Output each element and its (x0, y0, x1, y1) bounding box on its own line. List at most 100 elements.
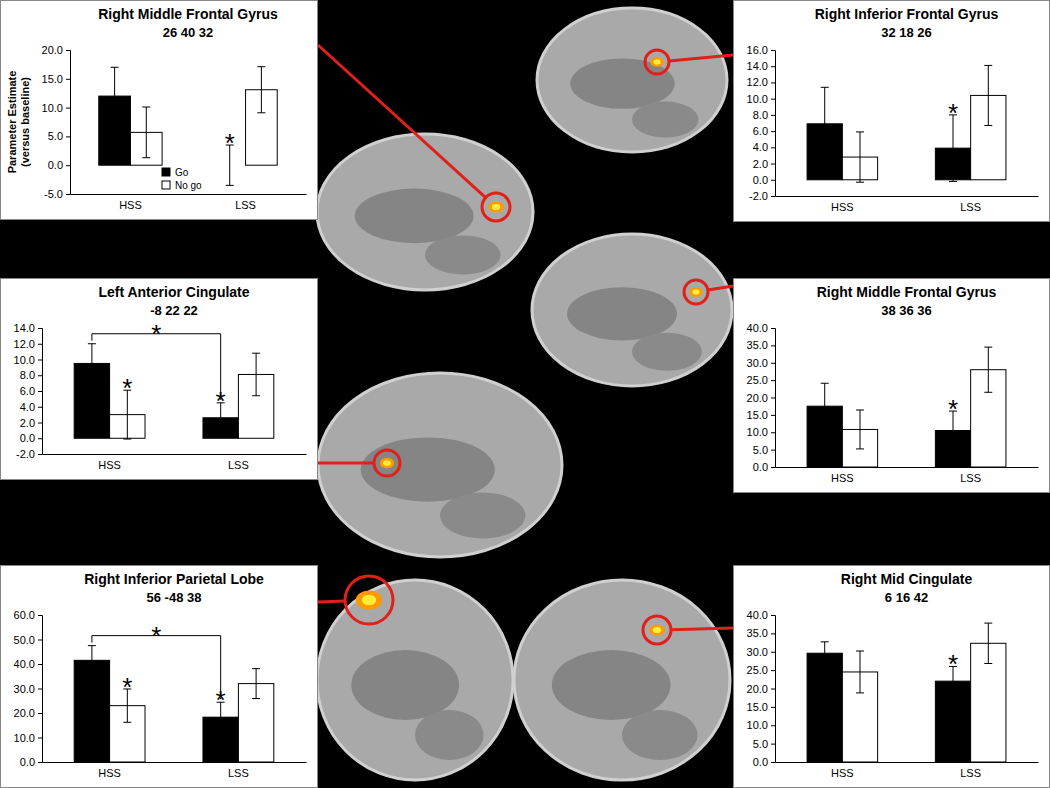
error-bar (984, 623, 992, 663)
y-axis: 0.010.020.030.040.050.060.0 (14, 609, 43, 768)
significance-marker: * (948, 394, 958, 424)
y-tick: 10.0 (747, 426, 775, 438)
error-bar-cap (949, 695, 957, 696)
activation-core (362, 595, 376, 606)
y-tick-label: 8.0 (753, 109, 768, 121)
activation-blob (356, 590, 382, 609)
y-tick-label: 30.0 (747, 357, 768, 369)
error-bar-stem (859, 410, 860, 449)
x-tick: HSS (831, 467, 854, 484)
y-tick-label: 40.0 (14, 658, 35, 670)
error-bar (88, 646, 96, 675)
y-tick-mark (771, 762, 775, 763)
x-tick: LSS (228, 454, 249, 471)
y-tick: 25.0 (747, 374, 775, 386)
error-bar-stem (988, 347, 989, 392)
y-axis-line (771, 616, 776, 763)
significance-marker: * (948, 98, 958, 128)
brain-slice (318, 373, 562, 557)
chart-subtitle: 56 -48 38 (147, 590, 202, 605)
x-tick: LSS (235, 194, 256, 211)
y-tick-mark (38, 438, 42, 439)
y-tick-mark (38, 664, 42, 665)
chart-panel: Right Middle Frontal Gyrus26 40 32-5.00.… (1, 1, 318, 220)
y-tick-mark (771, 345, 775, 346)
marks (807, 347, 1006, 467)
error-bar-cap (257, 66, 265, 67)
error-bar-cap (123, 722, 131, 723)
y-tick: 15.0 (747, 409, 775, 421)
y-tick-label: 2.0 (20, 417, 35, 429)
y-tick-mark (771, 467, 775, 468)
y-tick-label: 40.0 (747, 322, 768, 334)
y-tick: 10.0 (14, 354, 42, 366)
marks (807, 65, 1006, 182)
error-bar-cap (111, 124, 119, 125)
y-tick-label: 10.0 (14, 354, 35, 366)
x-tick-label: LSS (228, 767, 249, 779)
bar (74, 660, 109, 762)
y-tick: 10.0 (42, 102, 70, 114)
x-tick: HSS (119, 194, 142, 211)
y-tick: -2.0 (749, 190, 775, 202)
error-bar-stem (256, 669, 257, 699)
error-bar-cap (821, 383, 829, 384)
chart-panel: Right Inferior Frontal Gyrus32 18 26-2.0… (734, 1, 1050, 222)
y-tick: 25.0 (747, 664, 775, 676)
y-tick-mark (771, 99, 775, 100)
x-tick-label: HSS (98, 459, 121, 471)
marks (99, 67, 277, 186)
x-tick-label: LSS (960, 201, 981, 213)
activation-blob (689, 287, 702, 297)
error-bar-cap (856, 410, 864, 411)
connector-line (669, 55, 733, 61)
error-bar (856, 410, 864, 449)
y-tick-label: 60.0 (14, 609, 35, 621)
error-bar (821, 87, 829, 160)
y-tick: 6.0 (753, 125, 775, 137)
error-bar-cap (142, 107, 150, 108)
brain-cerebellum (632, 102, 699, 138)
error-bar (984, 347, 992, 392)
y-axis: -2.00.02.04.06.08.010.012.014.016.0 (747, 44, 776, 202)
significance-marker: * (225, 128, 235, 158)
y-tick-label: 15.0 (747, 409, 768, 421)
brain-structure (351, 650, 459, 720)
y-tick-label: 30.0 (14, 683, 35, 695)
marks (74, 344, 274, 439)
y-tick-mark (771, 164, 775, 165)
error-bar-cap (856, 131, 864, 132)
y-tick-mark (771, 115, 775, 116)
y-tick: 0.0 (753, 174, 775, 186)
y-axis-title-line: Parameter Estimate (6, 71, 18, 174)
activations (318, 45, 733, 644)
error-bar-cap (856, 182, 864, 183)
chart-subtitle: -8 22 22 (150, 303, 198, 318)
error-bar-cap (856, 651, 864, 652)
error-bar (821, 642, 829, 665)
y-tick-mark (771, 363, 775, 364)
error-bar-cap (984, 623, 992, 624)
x-tick-label: LSS (228, 459, 249, 471)
x-tick-label: HSS (98, 767, 121, 779)
y-tick-label: 50.0 (14, 634, 35, 646)
x-tick-label: HSS (831, 767, 854, 779)
connector-line (708, 286, 733, 290)
y-tick: 0.0 (753, 756, 775, 768)
brain-structure (552, 650, 671, 720)
y-tick: 8.0 (20, 369, 42, 381)
chart-title: Right Inferior Parietal Lobe (84, 571, 264, 587)
y-tick-label: 5.0 (753, 738, 768, 750)
highlight-circle (374, 450, 400, 476)
x-axis-line (43, 454, 307, 455)
error-bar-cap (123, 439, 131, 440)
activation-core (692, 289, 699, 294)
error-bar (88, 344, 96, 383)
error-bar-cap (949, 449, 957, 450)
y-tick-label: 14.0 (747, 60, 768, 72)
y-tick-mark (66, 165, 70, 166)
y-tick: 35.0 (747, 627, 775, 639)
y-tick-label: 15.0 (42, 73, 63, 85)
background (0, 0, 1050, 788)
error-bar-stem (988, 623, 989, 663)
